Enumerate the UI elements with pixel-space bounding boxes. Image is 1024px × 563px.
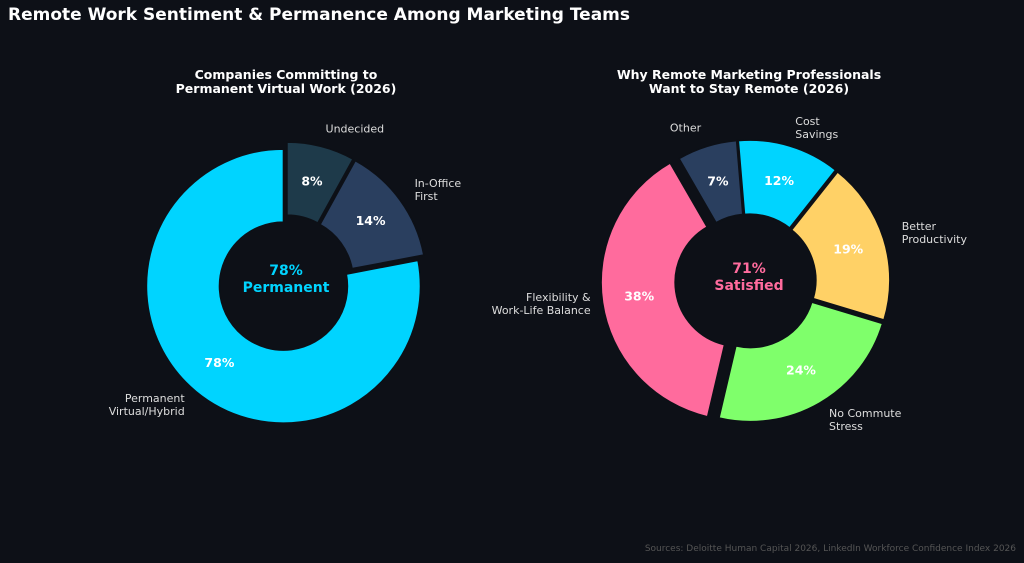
category-label: Cost Savings xyxy=(795,114,839,141)
category-label: Better Productivity xyxy=(901,220,967,247)
source-note: Sources: Deloitte Human Capital 2026, Li… xyxy=(644,544,1016,554)
value-label: 24% xyxy=(786,363,816,378)
value-label: 38% xyxy=(624,289,654,304)
category-label: In-Office First xyxy=(414,176,462,203)
donut-slice xyxy=(678,139,744,224)
value-label: 78% xyxy=(204,355,234,370)
category-label: Other xyxy=(669,121,702,135)
chart-title: Companies Committing to Permanent Virtua… xyxy=(175,67,397,96)
chart-title: Why Remote Marketing Professionals Want … xyxy=(616,67,882,96)
donut-slice xyxy=(319,159,425,270)
donut-slice xyxy=(145,148,422,424)
value-label: 8% xyxy=(301,173,323,188)
category-label: No Commute Stress xyxy=(829,406,902,433)
donut-slice xyxy=(600,161,726,418)
center-subtext: Permanent xyxy=(243,280,330,296)
center-text: 78% xyxy=(269,263,303,279)
donut-slice xyxy=(790,170,891,321)
value-label: 7% xyxy=(707,173,729,188)
donut-slice xyxy=(286,141,355,225)
value-label: 14% xyxy=(356,213,386,228)
donut-slice xyxy=(718,301,884,423)
category-label: Flexibility & Work-Life Balance xyxy=(491,291,591,318)
donut-slice xyxy=(737,139,837,230)
category-label: Permanent Virtual/Hybrid xyxy=(108,392,185,419)
category-label: Undecided xyxy=(325,122,385,136)
center-text: 71% xyxy=(732,261,766,277)
page-title: Remote Work Sentiment & Permanence Among… xyxy=(8,5,631,25)
center-subtext: Satisfied xyxy=(714,278,783,294)
value-label: 19% xyxy=(833,241,863,256)
value-label: 12% xyxy=(764,173,794,188)
